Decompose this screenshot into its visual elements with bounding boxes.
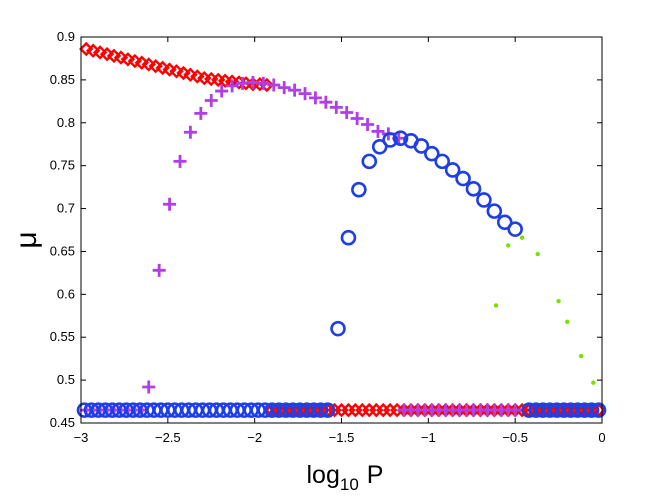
plot-area	[76, 41, 607, 418]
data-point	[312, 402, 329, 418]
data-point	[183, 125, 197, 139]
data-point	[496, 214, 513, 231]
data-point	[267, 78, 281, 92]
x-tick-label: 0	[598, 430, 605, 445]
data-point	[319, 402, 336, 418]
data-point	[519, 235, 525, 240]
data-point	[535, 251, 540, 257]
data-point	[506, 243, 511, 248]
data-point	[371, 138, 388, 155]
data-point	[298, 87, 312, 101]
x-tick-label: −1	[421, 430, 436, 445]
data-point	[340, 105, 354, 119]
data-point	[351, 181, 367, 198]
x-tick-label: −3	[74, 430, 89, 445]
data-point	[277, 81, 291, 95]
data-point	[225, 79, 239, 93]
data-point	[565, 319, 570, 324]
data-point	[256, 76, 270, 90]
x-tick-label: −1.5	[329, 430, 355, 445]
series-green-dots	[493, 235, 596, 385]
x-tick-label: −0.5	[502, 430, 528, 445]
plot-frame	[80, 36, 603, 424]
x-axis-label-variable: P	[367, 461, 384, 489]
data-point	[583, 402, 600, 418]
data-point	[556, 298, 561, 304]
y-tick-label: 0.65	[50, 243, 75, 258]
data-point	[319, 95, 333, 109]
series-purple-plus	[79, 75, 522, 417]
data-point	[486, 203, 503, 219]
y-tick-label: 0.7	[57, 201, 75, 216]
axis-ticks: −3 −2.5 −2 −1.5 −1 −0.5 0 0.45 0.5 0.55 0.6 0.65 0.7…	[50, 29, 606, 445]
data-point	[308, 91, 322, 105]
data-point	[382, 132, 398, 148]
data-point	[330, 320, 346, 337]
data-point	[444, 162, 461, 178]
data-point	[424, 145, 440, 162]
data-point	[578, 353, 584, 359]
data-point	[215, 84, 229, 98]
series-red-diamonds	[79, 41, 606, 418]
x-tick-label: −2.5	[155, 430, 181, 445]
x-tick-label: −2	[247, 430, 262, 445]
data-point	[591, 380, 596, 385]
data-point	[194, 106, 208, 120]
data-point	[152, 263, 166, 277]
data-point	[288, 83, 302, 97]
x-axis-label-subscript: 10	[340, 475, 359, 494]
data-point	[434, 153, 451, 170]
y-tick-label: 0.45	[50, 415, 75, 430]
data-point	[507, 221, 523, 237]
data-point	[361, 117, 375, 131]
y-tick-label: 0.55	[50, 329, 75, 344]
y-tick-label: 0.9	[57, 29, 75, 44]
data-point	[465, 181, 482, 197]
y-axis-label: μ	[10, 231, 43, 248]
data-point	[371, 124, 385, 138]
data-point	[204, 93, 218, 107]
data-point	[476, 192, 492, 208]
x-axis-label: log10 P	[307, 461, 384, 494]
data-point	[392, 130, 409, 147]
data-point	[142, 380, 156, 394]
y-tick-label: 0.6	[57, 286, 75, 301]
series-blue-circles	[76, 130, 607, 418]
y-tick-label: 0.75	[50, 158, 75, 173]
x-axis-label-main: log	[307, 461, 340, 489]
data-point	[173, 154, 187, 168]
data-point	[350, 111, 364, 125]
data-point	[455, 170, 471, 187]
data-point	[361, 153, 378, 170]
data-point	[508, 403, 522, 417]
data-point	[340, 229, 357, 246]
data-point	[493, 303, 499, 308]
y-tick-label: 0.85	[50, 72, 75, 87]
data-point	[163, 197, 177, 211]
y-tick-label: 0.5	[57, 372, 75, 387]
data-point	[590, 402, 607, 418]
y-tick-label: 0.8	[57, 115, 75, 130]
data-point	[329, 100, 343, 114]
data-point	[413, 138, 430, 154]
